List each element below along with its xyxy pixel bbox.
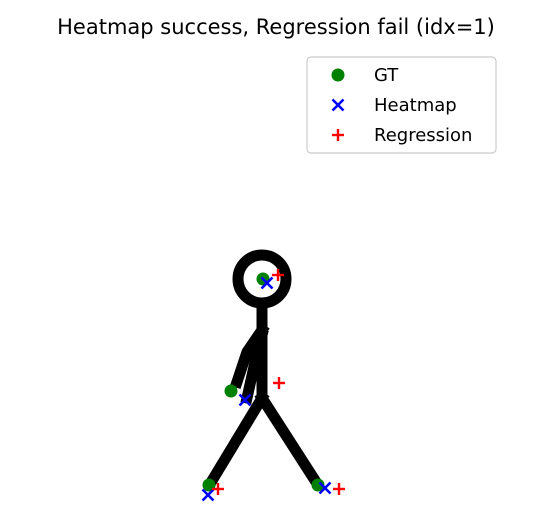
legend-marker-heatmap (331, 98, 345, 112)
point-heatmap-1 (238, 393, 252, 407)
point-regression-3 (333, 483, 345, 495)
point-regression-1 (273, 377, 285, 389)
point-regression-2 (212, 483, 224, 495)
stick-figure-image (202, 249, 324, 492)
point-heatmap-2 (201, 488, 215, 502)
legend-label-heatmap: Heatmap (374, 95, 457, 116)
legend-label-gt: GT (374, 65, 399, 86)
point-heatmap-0 (260, 276, 274, 290)
scatter-marks (201, 269, 345, 502)
point-heatmap-3 (318, 481, 332, 495)
legend-label-regression: Regression (374, 125, 472, 146)
figure-arm-right (240, 328, 269, 405)
legend-marker-regression (332, 129, 344, 141)
point-regression-0 (272, 269, 284, 281)
legend-frame (306, 56, 497, 154)
point-gt-3 (311, 478, 325, 492)
legend-marker-gt (331, 68, 345, 82)
legend: GT Heatmap Regression (306, 56, 497, 154)
figure-leg-right (254, 390, 324, 490)
figure-leg-left (202, 390, 270, 492)
chart-title: Heatmap success, Regression fail (idx=1) (57, 15, 495, 39)
point-gt-1 (224, 384, 238, 398)
